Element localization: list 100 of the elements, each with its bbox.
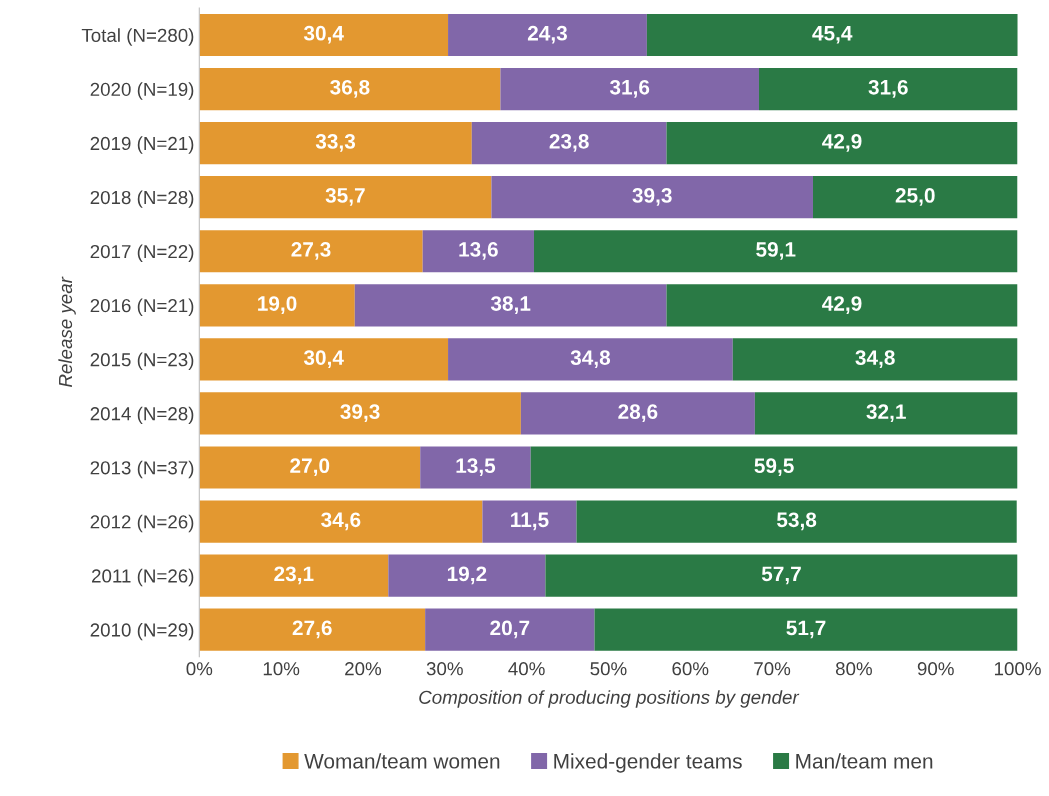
x-tick-label: 20% [345, 662, 382, 676]
bar [754, 392, 1018, 435]
x-tick-label: 10% [263, 662, 300, 676]
bar [199, 67, 501, 111]
bar [199, 338, 449, 381]
y-tick-label: 2019 (N=21) [90, 136, 194, 154]
bar [199, 176, 492, 219]
y-tick-label: Total (N=280) [81, 28, 194, 46]
x-tick-label: 80% [835, 662, 872, 676]
bar [448, 338, 733, 381]
data-label: 39,3 [632, 188, 672, 206]
data-label: 36,8 [330, 79, 370, 98]
x-axis-title: Composition of producing positions by gender [419, 690, 800, 708]
data-label: 11,5 [511, 512, 549, 531]
bar [545, 554, 1018, 597]
bar [199, 392, 521, 435]
bar [812, 176, 1018, 219]
data-label: 35,7 [325, 188, 365, 206]
data-label: 23,8 [549, 133, 589, 152]
bar [199, 608, 426, 651]
bar [482, 500, 577, 543]
data-label: 31,6 [609, 79, 650, 98]
bar [448, 13, 647, 57]
data-label: 59,1 [756, 242, 796, 260]
bar [576, 500, 1017, 543]
y-tick-label: 2018 (N=28) [90, 190, 194, 208]
data-label: 34,8 [855, 350, 895, 368]
data-label: 53,8 [776, 512, 817, 531]
x-tick-label: 100% [994, 662, 1041, 676]
data-label: 23,1 [274, 566, 314, 585]
bar [530, 446, 1018, 489]
data-label: 27,0 [290, 458, 330, 477]
data-label: 28,6 [618, 404, 658, 423]
data-label: 57,7 [761, 566, 801, 585]
x-tick-label: 90% [917, 662, 954, 676]
data-label: 30,4 [303, 25, 344, 44]
bar [199, 122, 472, 165]
x-tick-label: 50% [590, 662, 627, 676]
bar [199, 284, 355, 327]
data-label: 30,4 [303, 350, 344, 368]
bar [199, 13, 449, 57]
data-label: 27,3 [291, 242, 331, 260]
data-label: 13,5 [456, 458, 496, 477]
data-label: 31,6 [868, 79, 908, 98]
bar [533, 230, 1018, 273]
data-label: 33,3 [315, 133, 356, 152]
data-label: 13,6 [459, 242, 498, 260]
data-label: 42,9 [822, 133, 862, 152]
bar [425, 608, 595, 651]
data-label: 39,3 [340, 404, 380, 423]
bar [422, 230, 534, 273]
x-tick-label: 60% [672, 662, 709, 676]
data-label: 24,3 [527, 25, 567, 44]
bar [666, 122, 1018, 165]
data-label: 45,4 [812, 26, 853, 44]
data-label: 38,1 [490, 296, 531, 314]
data-label: 34,6 [321, 512, 361, 531]
bar [420, 446, 531, 489]
y-tick-label: 2020 (N=19) [90, 82, 194, 100]
bar [199, 446, 421, 489]
y-tick-label: 2015 (N=23) [90, 352, 194, 371]
data-label: 25,0 [895, 188, 935, 206]
data-label: 32,1 [866, 404, 906, 423]
y-tick-label: 2017 (N=22) [90, 244, 194, 262]
data-label: 20,7 [490, 620, 530, 639]
y-tick-label: 2012 (N=26) [90, 514, 194, 533]
data-label: 19,0 [258, 296, 297, 314]
legend-label: Woman/team women [304, 753, 500, 769]
bar [491, 176, 813, 219]
bar [388, 554, 546, 597]
x-tick-label: 40% [508, 662, 545, 676]
y-axis-title: Release year [58, 276, 76, 387]
x-tick-label: 70% [754, 662, 791, 676]
bar [500, 67, 759, 111]
x-tick-label: 0% [186, 662, 213, 676]
data-label: 42,9 [822, 296, 862, 314]
data-label: 27,6 [292, 620, 332, 639]
y-tick-label: 2010 (N=29) [90, 622, 194, 641]
bar [199, 230, 423, 273]
data-label: 51,7 [786, 620, 826, 639]
y-tick-label: 2011 (N=26) [92, 568, 194, 587]
bar [666, 284, 1018, 327]
y-tick-label: 2014 (N=28) [90, 406, 194, 425]
y-tick-label: 2016 (N=21) [90, 298, 194, 316]
legend-label: Mixed-gender teams [554, 753, 742, 773]
bar [354, 284, 667, 327]
bar [520, 392, 755, 435]
x-tick-label: 30% [426, 662, 463, 676]
bar [594, 608, 1018, 651]
bar [199, 500, 483, 543]
bar [199, 554, 389, 597]
data-label: 19,2 [447, 566, 487, 585]
data-label: 34,8 [570, 350, 611, 368]
bar [758, 67, 1018, 111]
legend-label: Man/team men [796, 753, 933, 769]
y-tick-label: 2013 (N=37) [90, 460, 194, 479]
bar [471, 122, 667, 165]
bar [732, 338, 1018, 381]
data-label: 59,5 [754, 458, 794, 477]
bar [646, 13, 1018, 57]
